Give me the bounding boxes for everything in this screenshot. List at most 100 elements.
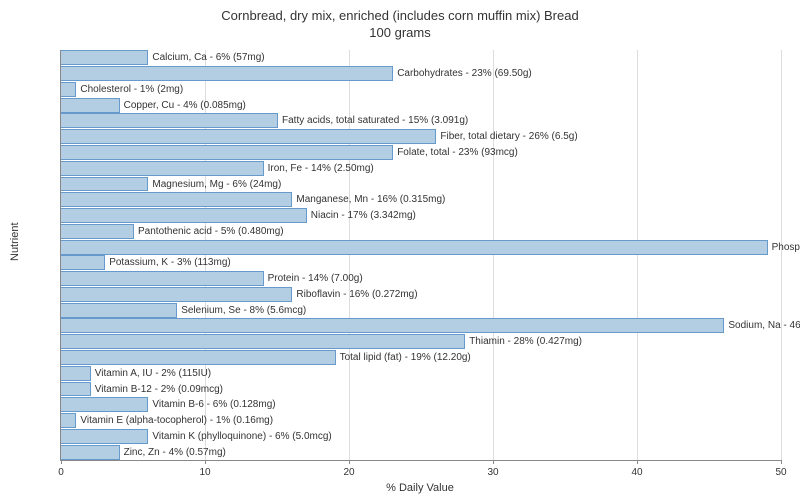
bar <box>61 208 307 223</box>
title-line-2: 100 grams <box>369 25 430 40</box>
bar-label: Vitamin E (alpha-tocopherol) - 1% (0.16m… <box>80 415 273 426</box>
x-tick-mark <box>205 460 206 464</box>
bar <box>61 366 91 381</box>
x-tick-label: 30 <box>487 467 498 478</box>
bar-row: Niacin - 17% (3.342mg) <box>61 209 416 222</box>
bar-label: Manganese, Mn - 16% (0.315mg) <box>296 194 445 205</box>
nutrient-chart: Cornbread, dry mix, enriched (includes c… <box>0 0 800 500</box>
bar-label: Cholesterol - 1% (2mg) <box>80 84 183 95</box>
bar-row: Protein - 14% (7.00g) <box>61 272 363 285</box>
bar-label: Folate, total - 23% (93mcg) <box>397 147 518 158</box>
bar <box>61 177 148 192</box>
y-axis-label: Nutrient <box>9 222 21 261</box>
bar-row: Total lipid (fat) - 19% (12.20g) <box>61 351 471 364</box>
bar-label: Protein - 14% (7.00g) <box>268 273 363 284</box>
x-tick-mark <box>349 460 350 464</box>
gridline <box>637 50 638 460</box>
bar-row: Zinc, Zn - 4% (0.57mg) <box>61 446 226 459</box>
bar <box>61 113 278 128</box>
bar <box>61 224 134 239</box>
bar <box>61 192 292 207</box>
bar-label: Niacin - 17% (3.342mg) <box>311 210 416 221</box>
bar-label: Selenium, Se - 8% (5.6mcg) <box>181 305 306 316</box>
bar <box>61 240 768 255</box>
bar-row: Riboflavin - 16% (0.272mg) <box>61 288 418 301</box>
bar <box>61 287 292 302</box>
x-axis-label: % Daily Value <box>60 482 780 494</box>
bar-label: Carbohydrates - 23% (69.50g) <box>397 68 532 79</box>
bar-label: Sodium, Na - 46% (1111mg) <box>728 320 800 331</box>
bar <box>61 350 336 365</box>
gridline <box>781 50 782 460</box>
bar <box>61 429 148 444</box>
bar-label: Vitamin B-6 - 6% (0.128mg) <box>152 399 275 410</box>
x-tick-label: 0 <box>58 467 64 478</box>
bar-label: Thiamin - 28% (0.427mg) <box>469 336 582 347</box>
bar <box>61 318 724 333</box>
bar <box>61 82 76 97</box>
bar-row: Magnesium, Mg - 6% (24mg) <box>61 178 281 191</box>
x-tick-label: 10 <box>199 467 210 478</box>
bar-row: Selenium, Se - 8% (5.6mcg) <box>61 304 306 317</box>
bar-row: Potassium, K - 3% (113mg) <box>61 256 231 269</box>
bar-label: Potassium, K - 3% (113mg) <box>109 257 231 268</box>
chart-title: Cornbread, dry mix, enriched (includes c… <box>0 0 800 42</box>
bar <box>61 129 436 144</box>
x-tick-label: 20 <box>343 467 354 478</box>
x-tick-mark <box>61 460 62 464</box>
bar-row: Thiamin - 28% (0.427mg) <box>61 335 582 348</box>
bar-row: Vitamin B-12 - 2% (0.09mcg) <box>61 383 223 396</box>
bar-label: Zinc, Zn - 4% (0.57mg) <box>124 447 226 458</box>
gridline <box>349 50 350 460</box>
bar <box>61 98 120 113</box>
bar-row: Carbohydrates - 23% (69.50g) <box>61 67 532 80</box>
bar <box>61 445 120 460</box>
bar-label: Phosphorus, P - 49% (489mg) <box>772 242 800 253</box>
bar <box>61 66 393 81</box>
title-line-1: Cornbread, dry mix, enriched (includes c… <box>221 8 578 23</box>
bar <box>61 303 177 318</box>
bar-label: Magnesium, Mg - 6% (24mg) <box>152 179 281 190</box>
x-tick-mark <box>637 460 638 464</box>
bar-row: Cholesterol - 1% (2mg) <box>61 83 183 96</box>
bar-row: Vitamin A, IU - 2% (115IU) <box>61 367 211 380</box>
plot-area: 01020304050Calcium, Ca - 6% (57mg)Carboh… <box>60 50 781 461</box>
bar-row: Iron, Fe - 14% (2.50mg) <box>61 162 374 175</box>
x-tick-label: 40 <box>631 467 642 478</box>
bar <box>61 334 465 349</box>
bar-row: Vitamin E (alpha-tocopherol) - 1% (0.16m… <box>61 414 273 427</box>
bar-row: Vitamin B-6 - 6% (0.128mg) <box>61 398 276 411</box>
x-tick-mark <box>493 460 494 464</box>
bar <box>61 271 264 286</box>
bar-row: Copper, Cu - 4% (0.085mg) <box>61 99 246 112</box>
bar-label: Calcium, Ca - 6% (57mg) <box>152 52 264 63</box>
gridline <box>493 50 494 460</box>
bar <box>61 255 105 270</box>
bar-label: Total lipid (fat) - 19% (12.20g) <box>340 352 471 363</box>
bar-label: Vitamin K (phylloquinone) - 6% (5.0mcg) <box>152 431 331 442</box>
bar <box>61 413 76 428</box>
bar-label: Riboflavin - 16% (0.272mg) <box>296 289 417 300</box>
bar-row: Fatty acids, total saturated - 15% (3.09… <box>61 114 468 127</box>
bar-label: Fatty acids, total saturated - 15% (3.09… <box>282 115 468 126</box>
x-tick-label: 50 <box>775 467 786 478</box>
bar-label: Vitamin B-12 - 2% (0.09mcg) <box>95 384 223 395</box>
bar-row: Pantothenic acid - 5% (0.480mg) <box>61 225 284 238</box>
bar-row: Calcium, Ca - 6% (57mg) <box>61 51 265 64</box>
bar <box>61 145 393 160</box>
bar-row: Sodium, Na - 46% (1111mg) <box>61 319 800 332</box>
bar <box>61 50 148 65</box>
bar-row: Fiber, total dietary - 26% (6.5g) <box>61 130 578 143</box>
bar-row: Manganese, Mn - 16% (0.315mg) <box>61 193 445 206</box>
bar-label: Copper, Cu - 4% (0.085mg) <box>124 100 246 111</box>
bar-row: Folate, total - 23% (93mcg) <box>61 146 518 159</box>
bar-row: Vitamin K (phylloquinone) - 6% (5.0mcg) <box>61 430 332 443</box>
bar-label: Iron, Fe - 14% (2.50mg) <box>268 163 374 174</box>
bar <box>61 382 91 397</box>
bar-row: Phosphorus, P - 49% (489mg) <box>61 241 800 254</box>
bar-label: Fiber, total dietary - 26% (6.5g) <box>440 131 577 142</box>
bar <box>61 161 264 176</box>
bar <box>61 397 148 412</box>
x-tick-mark <box>781 460 782 464</box>
bar-label: Pantothenic acid - 5% (0.480mg) <box>138 226 284 237</box>
